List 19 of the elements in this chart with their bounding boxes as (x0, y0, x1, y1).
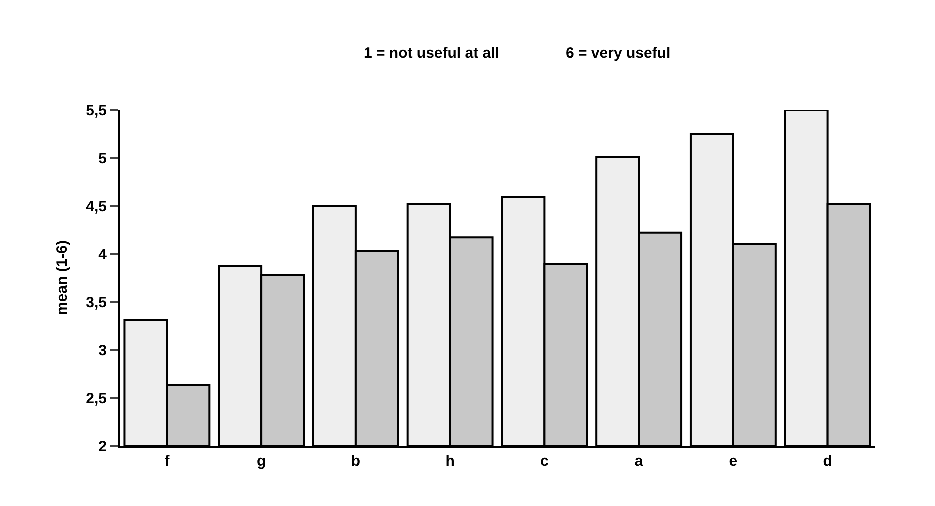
y-tick-label: 5 (98, 150, 107, 168)
text: 1 = not useful at all (364, 45, 500, 62)
x-tick-label: a (634, 453, 644, 470)
x-tick-label: h (446, 453, 455, 470)
text: 6 = very useful (566, 45, 671, 62)
y-tick-label: 2,5 (86, 390, 107, 408)
y-tick-label: 4,5 (86, 198, 107, 216)
x-tick-label: f (164, 453, 171, 470)
x-tick-label: g (256, 453, 266, 470)
x-tick-label: e (729, 453, 738, 470)
x-tick-label: b (351, 453, 361, 470)
y-axis-title: mean (1-6) (54, 240, 71, 316)
x-tick-label: c (540, 453, 549, 470)
x-tick-label: d (823, 453, 832, 470)
y-tick-label: 3 (98, 342, 107, 360)
y-tick-label: 5,5 (86, 102, 107, 120)
y-tick-label: 2 (98, 438, 107, 456)
y-tick-label: 3,5 (86, 294, 107, 312)
y-tick-label: 4 (98, 246, 108, 264)
